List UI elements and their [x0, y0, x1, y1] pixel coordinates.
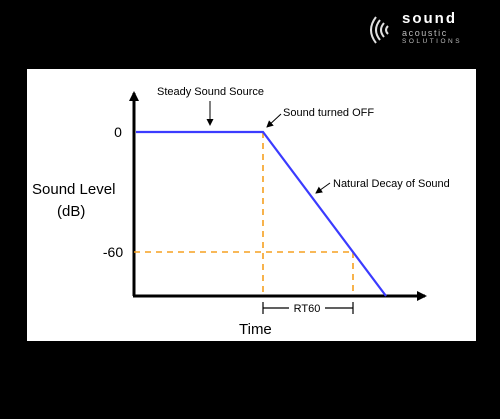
- diagram-panel: 0 -60 Sound Level (dB) Time Steady Sound…: [27, 69, 476, 341]
- sound-level-line: [136, 130, 387, 297]
- annotation-off-arrow: [266, 113, 282, 128]
- sound-wave-icon: [370, 16, 389, 44]
- y-axis-label-line1: Sound Level: [32, 181, 115, 198]
- logo-line3: SOLUTIONS: [402, 38, 463, 45]
- logo-line2: acoustic: [402, 28, 448, 38]
- annotation-steady-source: Steady Sound Source: [157, 86, 264, 98]
- annotation-sound-off: Sound turned OFF: [283, 107, 374, 119]
- annotation-decay-arrow: [315, 182, 331, 194]
- tick-label-0: 0: [114, 124, 122, 140]
- rt60-diagram: 0 -60 Sound Level (dB) Time Steady Sound…: [32, 86, 450, 338]
- tick-label-minus-60: -60: [103, 244, 123, 260]
- logo-name: sound: [402, 10, 457, 27]
- annotation-natural-decay: Natural Decay of Sound: [333, 178, 450, 190]
- sound-acoustic-solutions-logo: sound acoustic SOLUTIONS: [360, 10, 490, 48]
- rt60-label: RT60: [294, 303, 321, 315]
- x-axis-label: Time: [239, 321, 272, 338]
- y-axis-label-line2: (dB): [57, 203, 85, 220]
